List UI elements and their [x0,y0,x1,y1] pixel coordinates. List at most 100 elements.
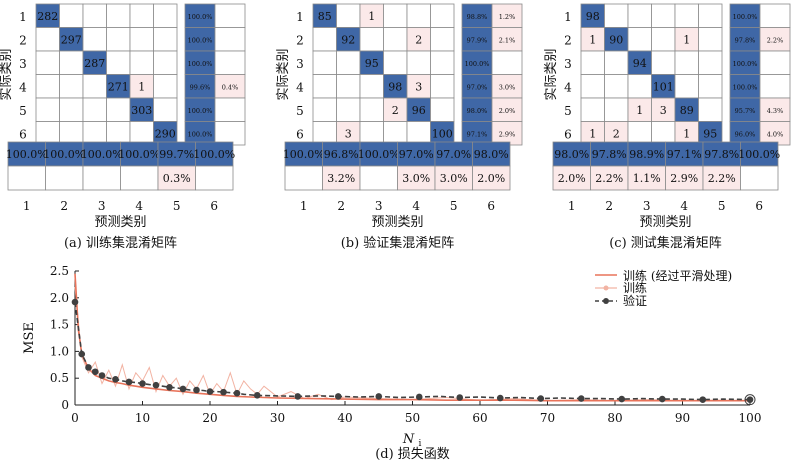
matrix-cell-value: 271 [108,80,129,93]
loss-x-axis-label: N [402,432,415,447]
matrix-cell-value: 95 [365,57,379,70]
row-tick-label: 5 [19,104,27,118]
matrix-cell [627,3,652,28]
matrix-cell [59,50,84,75]
x-tick-label: 60 [472,411,487,425]
validation-end-marker [744,394,756,406]
matrix-cell [604,50,629,75]
matrix-cell [59,121,84,146]
matrix-cell [698,50,723,75]
col-tick-label: 4 [135,199,143,213]
validation-point [78,350,86,358]
col-summary-error: 1.1% [633,172,661,185]
x-axis-label: 预测类别 [94,215,146,230]
col-tick-label: 1 [300,199,308,213]
matrix-cell [651,50,676,75]
row-summary-error: 4.0% [767,130,784,138]
row-summary-correct: 97.0% [467,83,488,91]
col-summary-error: 2.2% [595,172,623,185]
col-summary-correct: 96.8% [324,148,359,161]
matrix-cell [106,3,131,28]
col-summary-correct: 100.0% [738,148,780,161]
matrix-cell-value: 290 [155,127,176,140]
row-summary-correct: 98.8% [467,13,488,21]
y-tick-label: 0.5 [50,371,69,385]
validation-point [85,364,92,371]
col-summary-correct: 98.0% [474,148,509,161]
matrix-cell [406,50,431,75]
x-tick-label: 0 [71,411,79,425]
col-summary-correct: 99.7% [159,148,194,161]
col-summary-correct: 98.0% [554,148,589,161]
matrix-cell [82,97,107,122]
panel-caption: (a) 训练集混淆矩阵 [64,235,177,251]
col-summary-error-cell [7,165,46,191]
matrix-cell [106,121,131,146]
matrix-cell [153,97,178,122]
col-summary-correct: 100.0% [118,148,160,161]
matrix-cell [359,97,384,122]
matrix-cell-value: 1 [636,104,643,117]
col-summary-correct-cell [82,141,121,167]
validation-point [206,388,214,395]
row-summary-error-cell [759,74,791,99]
matrix-cell [82,121,107,146]
matrix-cell-value: 303 [131,104,152,117]
validation-point [71,298,79,306]
col-summary-error-cell [120,165,159,191]
row-summary-error-cell [759,3,791,28]
col-tick-label: 5 [450,199,458,213]
validation-point [125,378,133,386]
row-summary-correct: 95.7% [735,107,756,115]
loss-chart: 0 10 20 30 40 50 60 70 80 90 100 0 0.5 1.0 1.5 2.0 2.5 MS… [22,264,761,462]
row-tick-label: 1 [19,10,27,24]
row-summary-error-cell [214,3,246,28]
row-summary-error-cell [491,50,523,75]
validation-point [375,393,383,400]
matrix-cell [604,3,629,28]
loss-x-axis-label-subscript: i [419,439,422,449]
col-summary-error: 2.0% [477,172,505,185]
matrix-cell [35,50,60,75]
matrix-cell [312,121,337,146]
validation-point [456,394,464,401]
matrix-cell [106,97,131,122]
matrix-cell-value: 95 [703,127,717,140]
y-tick-label: 1.5 [50,318,69,332]
validation-point [91,368,99,376]
matrix-cell [580,74,605,99]
row-tick-label: 2 [564,33,572,47]
panel-caption: (c) 测试集混淆矩阵 [609,235,722,251]
matrix-cell-value: 94 [633,57,647,70]
matrix-cell-value: 1 [138,80,145,93]
col-summary-error: 3.0% [440,172,468,185]
row-summary-error-cell [214,27,246,52]
row-summary-correct: 100.0% [465,60,490,68]
y-tick-label: 1.0 [50,344,69,358]
row-summary-correct: 100.0% [733,83,758,91]
col-summary-correct: 97.1% [667,148,702,161]
col-summary-error-cell [284,165,323,191]
matrix-cell [129,121,154,146]
validation-point [112,375,119,383]
matrix-cell [604,74,629,99]
col-summary-error: 2.9% [670,172,698,185]
matrix-cell [604,97,629,122]
row-tick-label: 3 [296,57,304,71]
matrix-cell [430,74,455,99]
row-summary-correct: 97.9% [467,36,488,44]
x-tick-label: 80 [607,411,622,425]
matrix-cell [35,74,60,99]
validation-point [166,384,173,391]
row-summary-correct: 100.0% [188,36,213,44]
y-axis-label: 实际类别 [544,48,559,100]
matrix-cell [82,74,107,99]
validation-point [496,394,504,402]
row-tick-label: 2 [19,33,27,47]
row-summary-error: 0.4% [222,83,239,91]
col-tick-label: 1 [23,199,31,213]
col-summary-correct: 100.0% [193,148,235,161]
matrix-cell [580,97,605,122]
matrix-cell-value: 2 [392,104,399,117]
